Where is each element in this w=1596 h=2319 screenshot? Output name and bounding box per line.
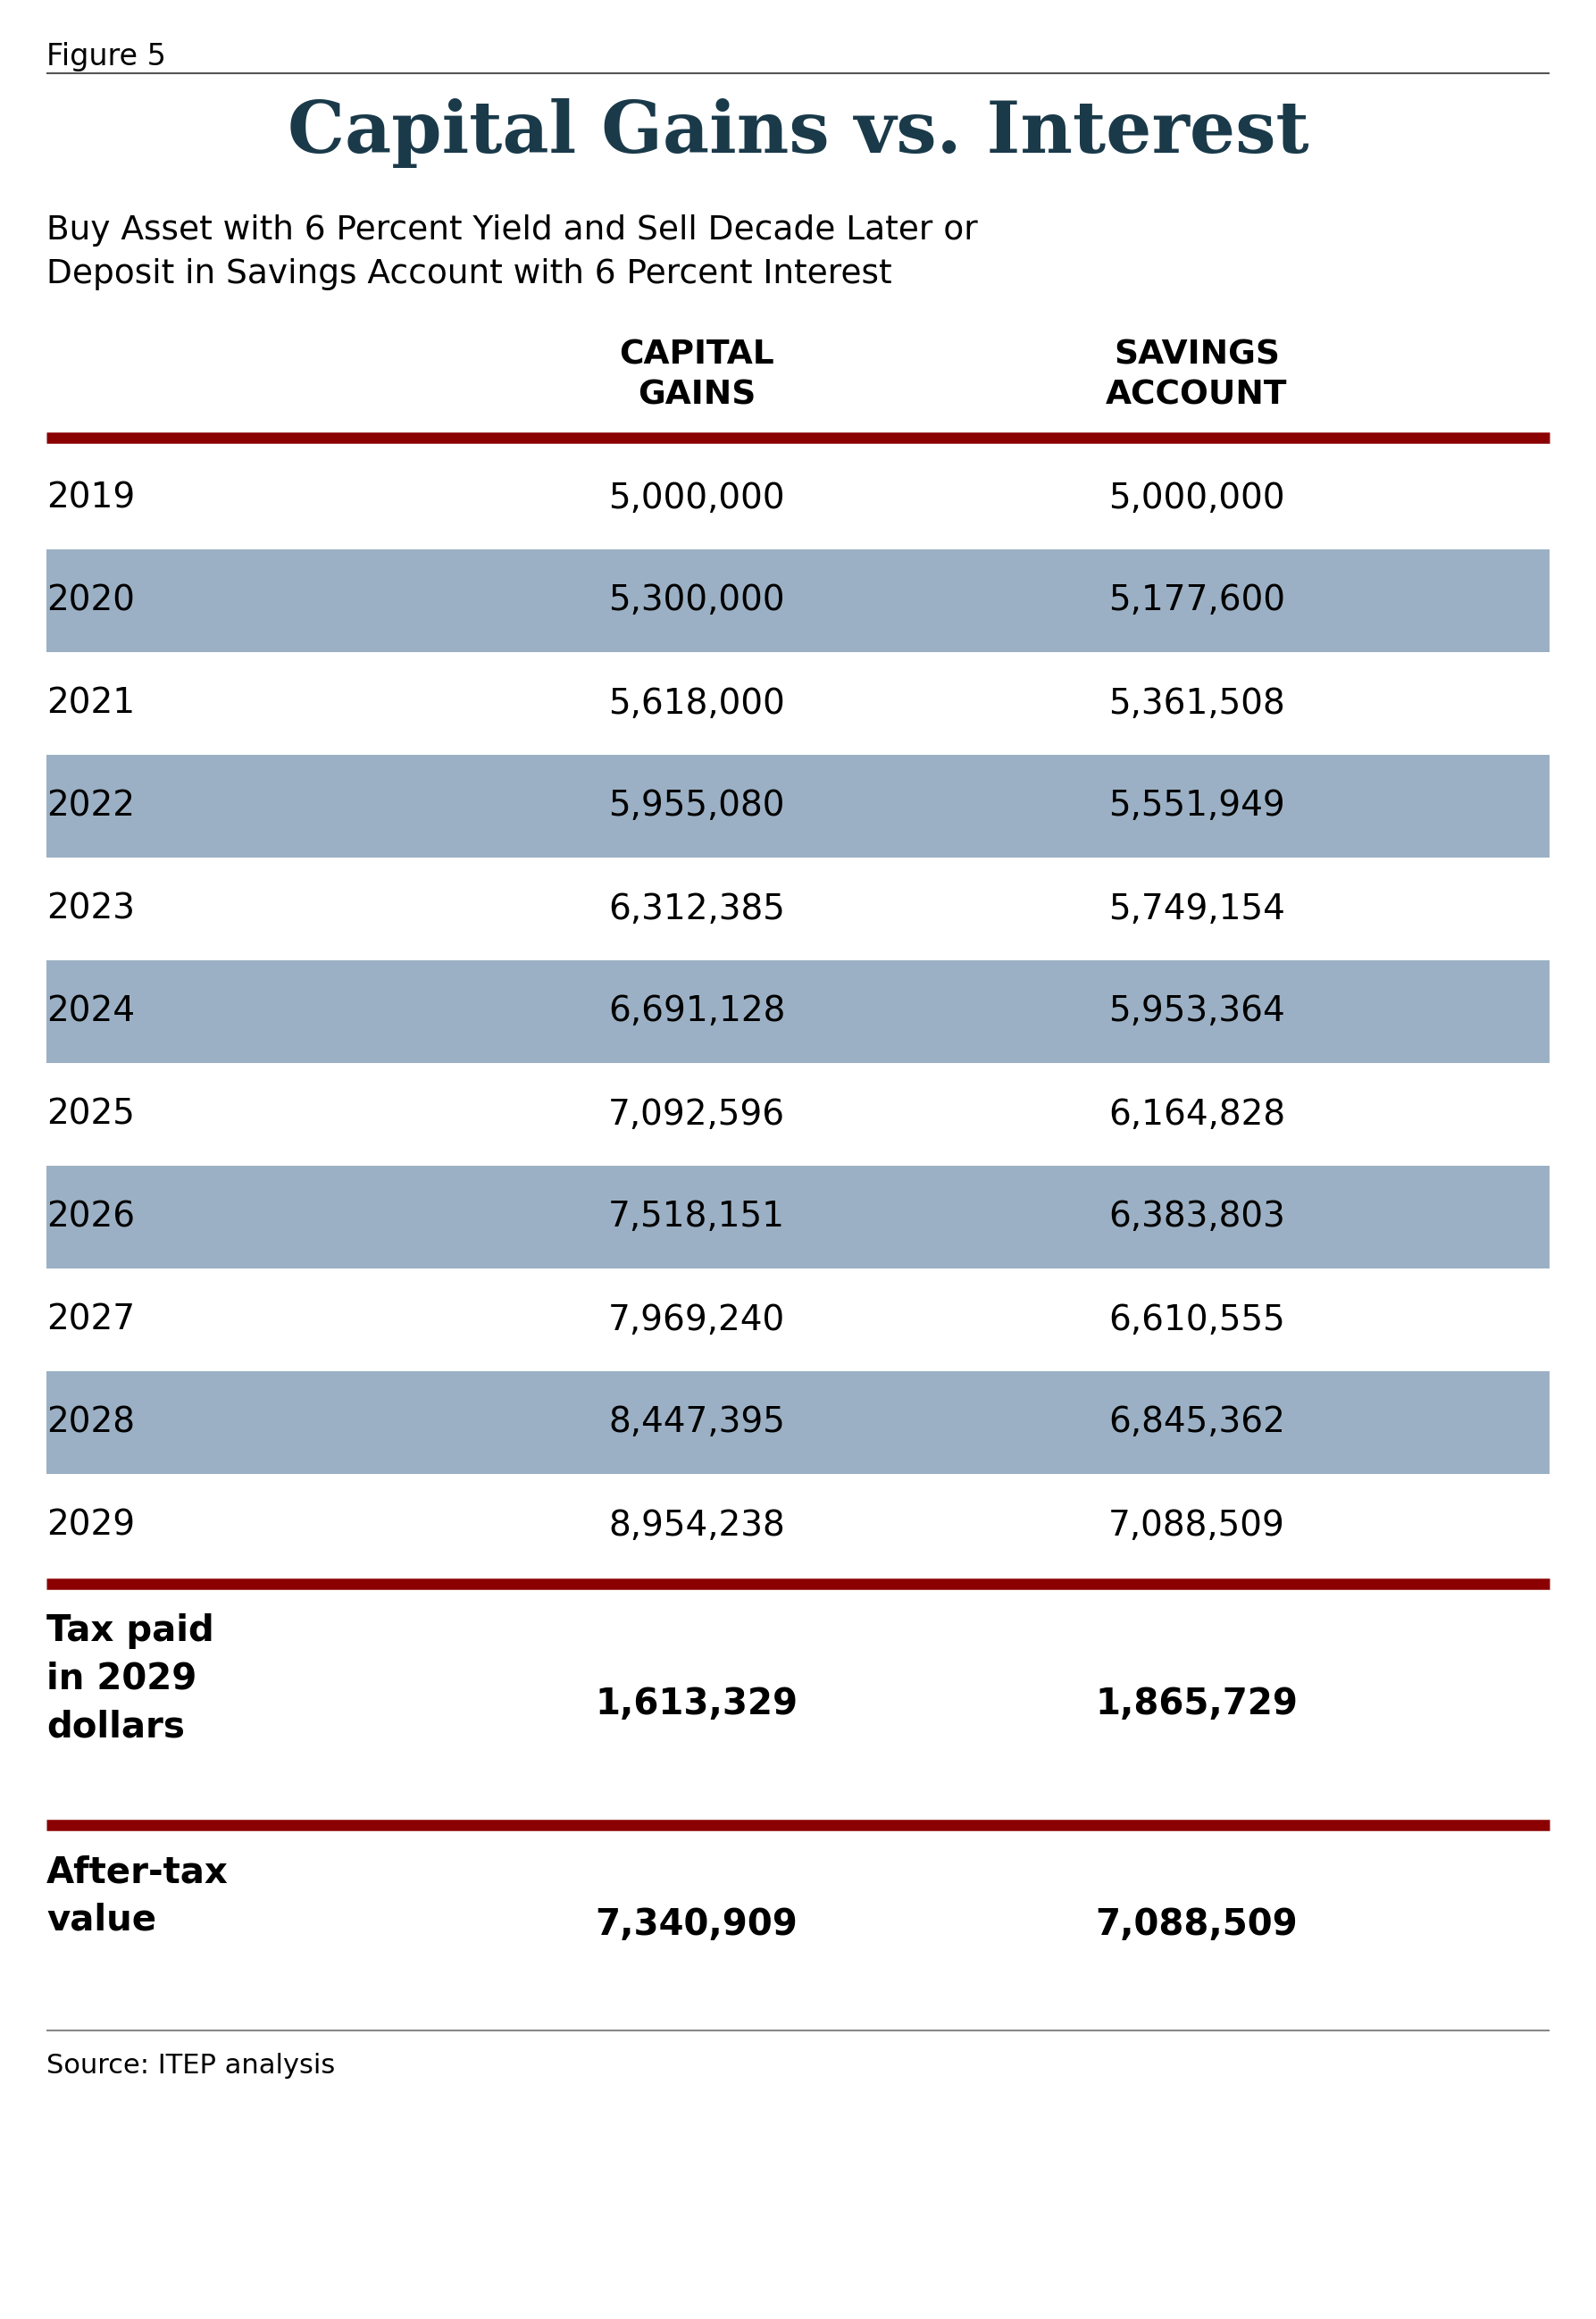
Text: Tax paid
in 2029
dollars: Tax paid in 2029 dollars: [46, 1614, 214, 1746]
Text: Source: ITEP analysis: Source: ITEP analysis: [46, 2052, 335, 2078]
Text: 2027: 2027: [46, 1303, 136, 1336]
Text: 8,447,395: 8,447,395: [608, 1405, 785, 1440]
Text: 2029: 2029: [46, 1507, 136, 1542]
Text: 1,613,329: 1,613,329: [595, 1686, 798, 1723]
Text: 2023: 2023: [46, 893, 134, 925]
Bar: [46, 960, 1550, 1062]
Text: 5,177,600: 5,177,600: [1108, 584, 1285, 617]
Text: Buy Asset with 6 Percent Yield and Sell Decade Later or
Deposit in Savings Accou: Buy Asset with 6 Percent Yield and Sell …: [46, 213, 978, 290]
Text: 6,383,803: 6,383,803: [1108, 1201, 1285, 1234]
Text: CAPITAL
GAINS: CAPITAL GAINS: [619, 339, 774, 410]
Text: 5,551,949: 5,551,949: [1109, 788, 1285, 823]
Text: 5,361,508: 5,361,508: [1109, 686, 1285, 721]
Text: 5,000,000: 5,000,000: [608, 480, 785, 515]
Bar: [46, 756, 1550, 858]
Bar: [46, 1166, 1550, 1268]
Text: 5,953,364: 5,953,364: [1109, 995, 1285, 1030]
Text: 7,088,509: 7,088,509: [1095, 1909, 1298, 1943]
Text: 2026: 2026: [46, 1201, 136, 1234]
Text: 5,300,000: 5,300,000: [608, 584, 785, 617]
Bar: [46, 1371, 1550, 1475]
Text: After-tax
value: After-tax value: [46, 1855, 228, 1939]
Text: 7,518,151: 7,518,151: [608, 1201, 785, 1234]
Text: 1,865,729: 1,865,729: [1095, 1686, 1298, 1723]
Text: 5,618,000: 5,618,000: [608, 686, 785, 721]
Bar: [46, 550, 1550, 652]
Text: Capital Gains vs. Interest: Capital Gains vs. Interest: [287, 97, 1309, 167]
Text: 8,954,238: 8,954,238: [608, 1507, 785, 1542]
Text: 6,164,828: 6,164,828: [1108, 1097, 1285, 1132]
Text: 7,340,909: 7,340,909: [595, 1909, 798, 1943]
Text: 6,610,555: 6,610,555: [1109, 1303, 1285, 1336]
Text: 5,749,154: 5,749,154: [1108, 893, 1285, 925]
Text: Figure 5: Figure 5: [46, 42, 166, 72]
Text: 5,000,000: 5,000,000: [1109, 480, 1285, 515]
Text: 2028: 2028: [46, 1405, 134, 1440]
Text: 2021: 2021: [46, 686, 136, 721]
Text: 5,955,080: 5,955,080: [608, 788, 785, 823]
Text: 7,088,509: 7,088,509: [1108, 1507, 1285, 1542]
Text: 7,092,596: 7,092,596: [608, 1097, 785, 1132]
Text: 2024: 2024: [46, 995, 134, 1030]
Text: 2025: 2025: [46, 1097, 134, 1132]
Text: 2019: 2019: [46, 480, 136, 515]
Text: SAVINGS
ACCOUNT: SAVINGS ACCOUNT: [1106, 339, 1288, 410]
Text: 2022: 2022: [46, 788, 134, 823]
Text: 7,969,240: 7,969,240: [608, 1303, 785, 1336]
Text: 6,691,128: 6,691,128: [608, 995, 785, 1030]
Text: 6,312,385: 6,312,385: [608, 893, 785, 925]
Text: 2020: 2020: [46, 584, 134, 617]
Text: 6,845,362: 6,845,362: [1108, 1405, 1285, 1440]
